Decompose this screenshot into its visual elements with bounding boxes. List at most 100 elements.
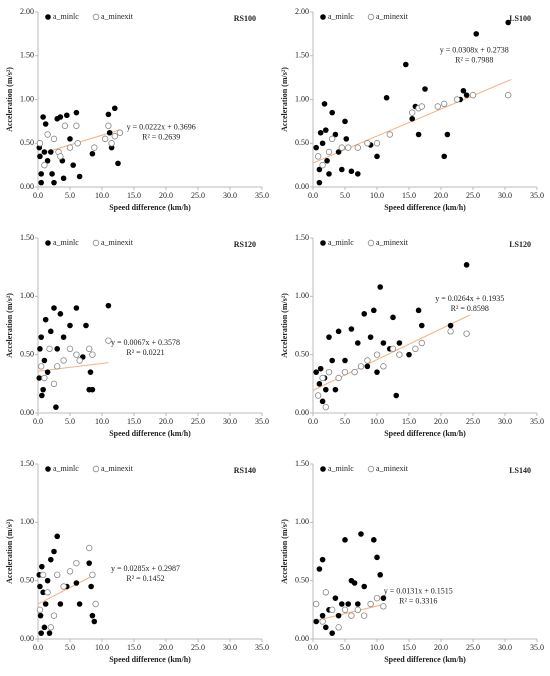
point xyxy=(51,305,57,311)
point xyxy=(48,328,54,335)
point xyxy=(40,589,46,596)
legend-marker xyxy=(45,466,51,472)
point xyxy=(357,363,365,370)
point xyxy=(335,374,342,382)
point xyxy=(505,19,512,26)
legend-label: a_minexit xyxy=(101,12,134,21)
x-tick-label: 5.0 xyxy=(340,417,350,426)
point xyxy=(319,618,326,625)
point xyxy=(377,284,384,290)
y-tick-label: 1.50 xyxy=(295,459,309,468)
x-tick-label: 0.0 xyxy=(33,191,43,200)
legend-marker xyxy=(320,240,326,246)
point xyxy=(40,386,46,393)
x-tick-label: 20.0 xyxy=(159,417,173,426)
point xyxy=(85,345,93,353)
x-tick-label: 25.0 xyxy=(191,417,205,426)
point xyxy=(371,307,377,314)
point xyxy=(313,144,320,151)
x-tick-label: 5.0 xyxy=(340,191,350,200)
point xyxy=(460,87,467,94)
y-tick-label: 0.50 xyxy=(20,138,34,147)
x-tick-label: 35.0 xyxy=(530,417,544,426)
x-tick-label: 30.0 xyxy=(498,191,512,200)
point xyxy=(339,601,345,607)
x-tick-label: 0.0 xyxy=(33,643,43,652)
x-tick-label: 35.0 xyxy=(530,191,544,200)
point xyxy=(317,365,324,372)
y-tick-label: 0.50 xyxy=(20,575,34,584)
x-tick-label: 10.0 xyxy=(95,417,109,426)
point xyxy=(374,554,380,561)
x-tick-label: 20.0 xyxy=(434,191,448,200)
point xyxy=(57,311,64,317)
point xyxy=(38,171,44,177)
x-tick-label: 25.0 xyxy=(466,643,480,652)
point xyxy=(39,392,45,399)
point xyxy=(409,115,416,122)
y-tick-label: 1.00 xyxy=(20,291,34,300)
point xyxy=(314,153,322,160)
y-tick-label: 0.50 xyxy=(295,138,309,147)
x-tick-label: 30.0 xyxy=(498,417,512,426)
point xyxy=(374,369,380,375)
point xyxy=(89,612,96,619)
point xyxy=(319,556,326,563)
y-tick-label: 1.50 xyxy=(295,233,309,242)
point xyxy=(47,624,54,631)
point xyxy=(54,363,61,370)
point xyxy=(335,149,342,155)
x-tick-label: 35.0 xyxy=(530,643,544,652)
point xyxy=(76,357,83,364)
point xyxy=(73,122,80,129)
point xyxy=(355,601,361,607)
point xyxy=(57,114,64,120)
annotation: R² = 0.8598 xyxy=(451,304,489,313)
point xyxy=(89,571,96,579)
point xyxy=(66,345,74,353)
point xyxy=(463,330,470,337)
point xyxy=(434,103,441,110)
point xyxy=(83,322,89,329)
point xyxy=(447,322,454,329)
point xyxy=(373,594,381,602)
point xyxy=(373,140,381,147)
point xyxy=(316,381,323,387)
chart-title: RS140 xyxy=(234,466,256,475)
point xyxy=(76,173,83,180)
annotation: y = 0.0308x + 0.2738 xyxy=(440,45,509,54)
point xyxy=(64,112,70,119)
annotation: y = 0.0067x + 0.3578 xyxy=(111,338,180,347)
point xyxy=(317,129,324,136)
y-tick-label: 2.00 xyxy=(20,7,34,16)
legend-marker xyxy=(320,466,326,472)
point xyxy=(355,171,361,177)
point xyxy=(36,375,43,381)
annotation: R² = 0.0221 xyxy=(126,348,164,357)
y-tick-label: 0.00 xyxy=(20,408,34,417)
y-axis-label: Acceleration (m/s²) xyxy=(280,519,289,584)
point xyxy=(373,351,381,358)
x-tick-label: 10.0 xyxy=(370,417,384,426)
legend-label: a_minlc xyxy=(328,12,354,21)
x-axis-label: Speed difference (km/h) xyxy=(109,203,191,212)
point xyxy=(345,601,352,607)
point xyxy=(444,131,451,138)
annotation: R² = 0.3316 xyxy=(399,597,437,606)
point xyxy=(37,583,43,590)
x-tick-label: 20.0 xyxy=(159,191,173,200)
point xyxy=(66,144,74,151)
y-axis-label: Acceleration (m/s²) xyxy=(280,67,289,132)
y-axis-label: Acceleration (m/s²) xyxy=(280,293,289,358)
point xyxy=(105,122,112,129)
point xyxy=(505,91,512,99)
legend-marker xyxy=(367,465,375,473)
point xyxy=(453,96,461,103)
point xyxy=(463,92,470,98)
point xyxy=(380,363,387,370)
point xyxy=(389,345,397,353)
chart-title: LS140 xyxy=(509,466,531,475)
point xyxy=(106,129,113,136)
point xyxy=(316,566,323,572)
point xyxy=(37,153,43,160)
